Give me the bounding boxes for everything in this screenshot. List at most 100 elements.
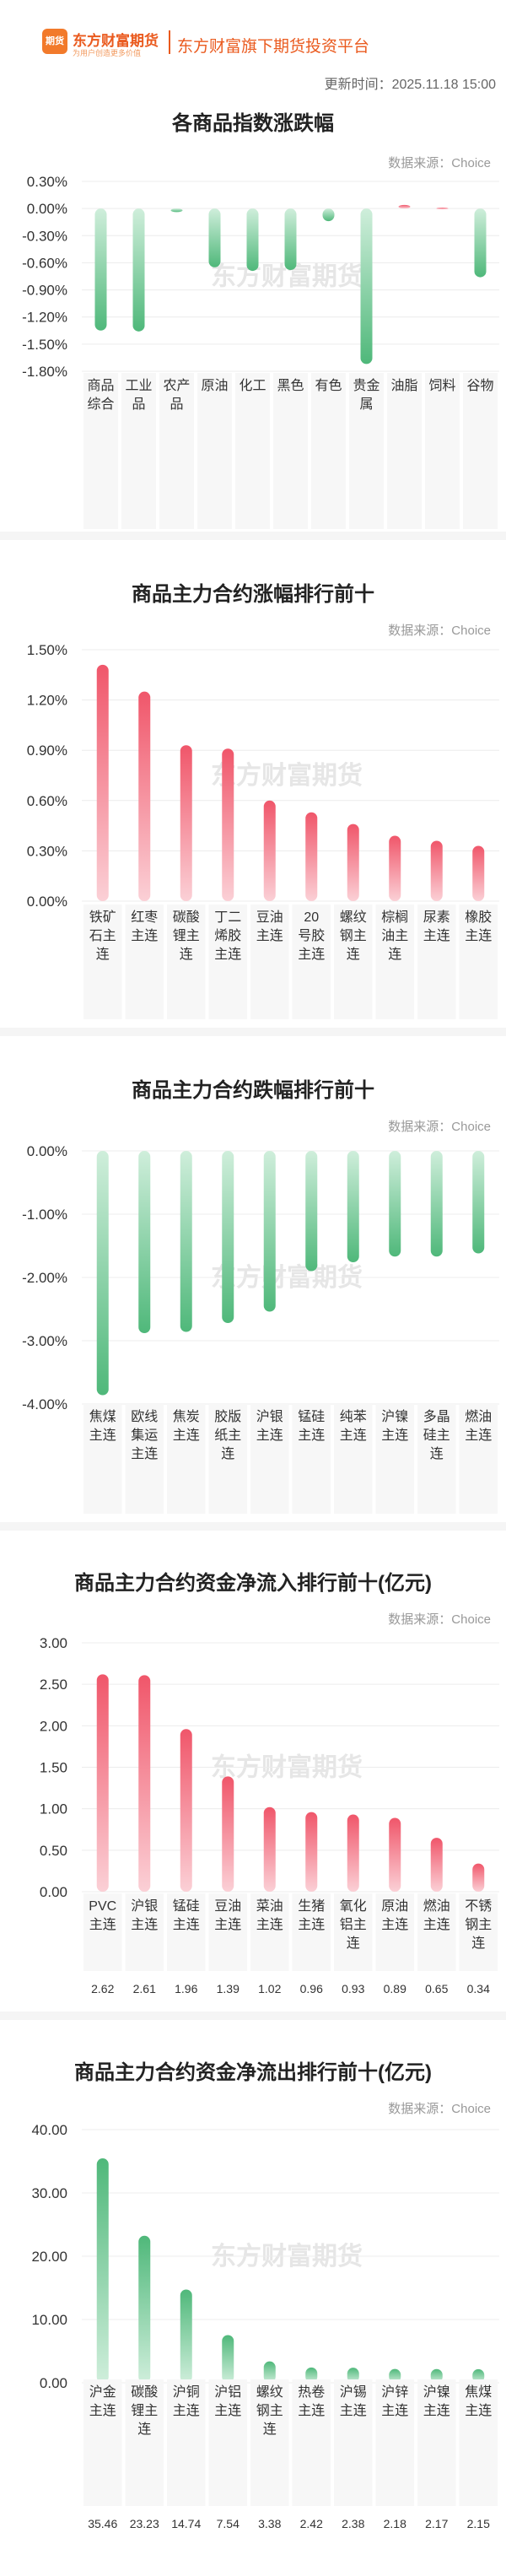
bar[interactable] xyxy=(389,1151,401,1257)
value-label: 23.23 xyxy=(130,2517,159,2530)
y-tick-label: -0.90% xyxy=(22,283,67,299)
bar[interactable] xyxy=(246,208,259,272)
category-label-box xyxy=(387,373,422,529)
category-label-box xyxy=(292,905,331,1019)
category-label: 螺纹钢主连 xyxy=(340,910,367,962)
y-tick-label: 20.00 xyxy=(31,2249,67,2265)
y-tick-label: 10.00 xyxy=(31,2312,67,2328)
bar[interactable] xyxy=(263,2361,276,2383)
bar[interactable] xyxy=(263,1151,276,1312)
chart-section-5: 商品主力合约资金净流出排行前十(亿元) 数据来源：Choice 东方财富期货 40.0… xyxy=(0,2012,506,2576)
value-label: 2.15 xyxy=(467,2517,490,2530)
bar[interactable] xyxy=(180,1151,192,1332)
bar[interactable] xyxy=(180,1729,192,1892)
bar[interactable] xyxy=(389,835,401,901)
category-label: 商品综合 xyxy=(87,378,114,412)
chart-title: 商品主力合约资金净流入排行前十(亿元) xyxy=(74,1572,432,1595)
category-label-box xyxy=(375,1893,414,1971)
y-tick-label: 0.00 xyxy=(40,2375,67,2391)
bar[interactable] xyxy=(430,2368,443,2383)
bar[interactable] xyxy=(472,2368,485,2383)
bar[interactable] xyxy=(170,208,183,213)
bar[interactable] xyxy=(96,1151,109,1396)
bar[interactable] xyxy=(263,800,276,901)
category-label-box xyxy=(250,1404,289,1514)
bar[interactable] xyxy=(398,204,411,209)
category-label-box xyxy=(292,1404,331,1514)
bar[interactable] xyxy=(472,1863,485,1892)
bar[interactable] xyxy=(305,2367,318,2383)
value-label: 35.46 xyxy=(88,2517,117,2530)
bar[interactable] xyxy=(284,208,297,270)
bar[interactable] xyxy=(222,1776,234,1892)
category-label-box xyxy=(459,2379,498,2506)
bar[interactable] xyxy=(222,748,234,901)
bar[interactable] xyxy=(138,2235,151,2383)
value-label: 0.65 xyxy=(425,1982,448,1995)
category-label: 胶版纸主连 xyxy=(214,1409,241,1461)
category-label-box xyxy=(250,905,289,1019)
bar[interactable] xyxy=(180,745,192,901)
bar[interactable] xyxy=(389,1817,401,1892)
bar[interactable] xyxy=(322,208,335,222)
bar[interactable] xyxy=(138,691,151,901)
y-tick-label: 1.50% xyxy=(27,642,67,658)
bar[interactable] xyxy=(305,1151,318,1272)
category-label-box xyxy=(417,2379,456,2506)
bar[interactable] xyxy=(436,208,449,210)
category-label: 黑色 xyxy=(277,378,304,393)
category-label: 原油 xyxy=(201,378,228,393)
category-label-box xyxy=(425,373,460,529)
category-label-box xyxy=(208,1893,247,1971)
bar[interactable] xyxy=(96,1674,109,1892)
bar[interactable] xyxy=(347,2368,359,2383)
header: 期货 东方财富期货 为用户创造更多价值 东方财富旗下期货投资平台 xyxy=(0,0,506,57)
bar[interactable] xyxy=(430,1151,443,1257)
bar[interactable] xyxy=(132,208,145,332)
value-label: 2.18 xyxy=(384,2517,406,2530)
section-divider xyxy=(0,532,506,540)
bar[interactable] xyxy=(222,1151,234,1323)
bar[interactable] xyxy=(360,208,373,365)
bar[interactable] xyxy=(472,1151,485,1254)
y-tick-label: -1.80% xyxy=(22,364,67,380)
bar[interactable] xyxy=(94,208,107,331)
bar[interactable] xyxy=(208,208,221,267)
category-label: 谷物 xyxy=(466,378,493,393)
category-label-box xyxy=(273,373,308,529)
chart-title: 商品主力合约跌幅排行前十 xyxy=(132,1079,374,1102)
bar[interactable] xyxy=(263,1806,276,1892)
y-tick-label: 1.20% xyxy=(27,693,67,709)
category-label-box xyxy=(83,373,118,529)
bar[interactable] xyxy=(472,845,485,901)
value-label: 2.42 xyxy=(300,2517,323,2530)
brand-logo[interactable]: 期货 东方财富期货 为用户创造更多价值 xyxy=(42,29,169,61)
category-label-box xyxy=(292,1893,331,1971)
bar[interactable] xyxy=(180,2289,192,2383)
bar[interactable] xyxy=(474,208,487,278)
bar[interactable] xyxy=(347,1151,359,1262)
bar[interactable] xyxy=(430,840,443,901)
bar[interactable] xyxy=(389,2368,401,2383)
bar[interactable] xyxy=(138,1151,151,1333)
bar[interactable] xyxy=(430,1838,443,1892)
category-label-box xyxy=(83,1893,122,1971)
bar[interactable] xyxy=(305,1812,318,1892)
bar[interactable] xyxy=(96,664,109,901)
category-label-box xyxy=(311,373,346,529)
category-label: 沪金主连 xyxy=(89,2384,116,2418)
bar[interactable] xyxy=(96,2158,109,2383)
category-label-box xyxy=(159,373,194,529)
bar[interactable] xyxy=(305,812,318,901)
y-tick-label: 0.30% xyxy=(27,174,67,190)
category-label: 丁二烯胶主连 xyxy=(214,910,241,962)
category-label-box xyxy=(459,905,498,1019)
logo-name: 东方财富期货 xyxy=(73,33,159,49)
bar[interactable] xyxy=(347,824,359,901)
category-label: 沪银主连 xyxy=(131,1898,158,1932)
y-tick-label: -1.50% xyxy=(22,337,67,353)
bar[interactable] xyxy=(138,1675,151,1892)
category-label-box xyxy=(83,905,122,1019)
bar[interactable] xyxy=(222,2335,234,2383)
bar[interactable] xyxy=(347,1814,359,1892)
